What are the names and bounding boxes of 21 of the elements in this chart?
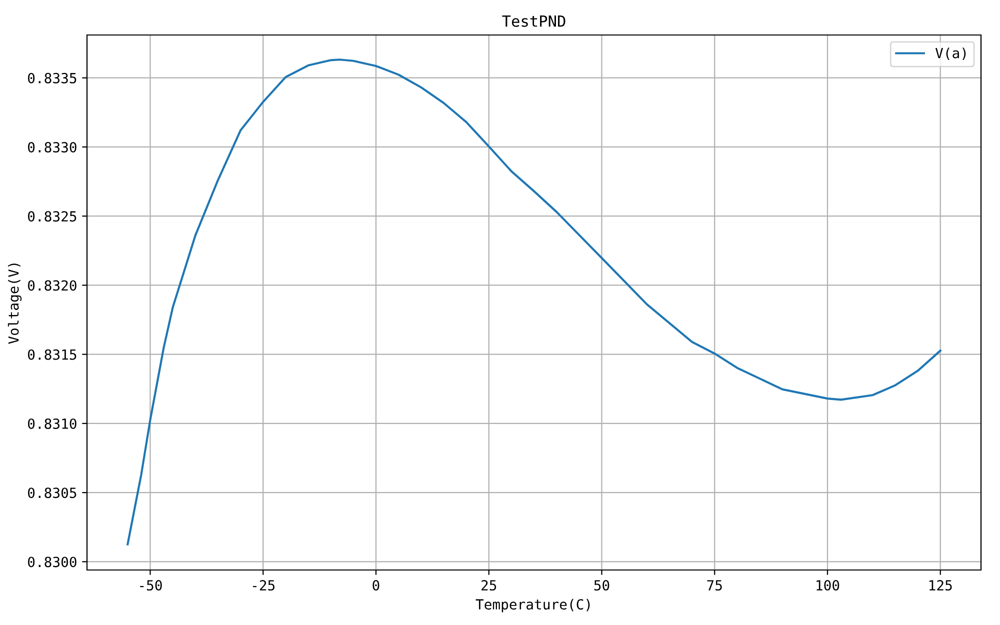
y-axis-title: Voltage(V) bbox=[8, 264, 22, 344]
x-tick-label: 0 bbox=[372, 580, 380, 591]
legend-label: V(a) bbox=[935, 48, 966, 60]
x-tick-label: -50 bbox=[140, 580, 162, 591]
x-tick-label: 125 bbox=[929, 580, 952, 591]
y-tick-label: 0.8330 bbox=[28, 142, 76, 152]
x-tick-label: 100 bbox=[816, 580, 840, 591]
x-tick-label: 75 bbox=[707, 580, 722, 591]
x-tick-label: -25 bbox=[252, 580, 275, 591]
y-tick-label: 0.8335 bbox=[28, 72, 76, 84]
line-series bbox=[126, 58, 942, 546]
x-axis-title: Temperature(C) bbox=[476, 598, 590, 612]
y-tick-label: 0.8300 bbox=[28, 556, 76, 568]
y-tick-label: 0.8305 bbox=[28, 488, 76, 498]
y-tick-label: 0.8315 bbox=[28, 349, 76, 360]
x-tick-label: 25 bbox=[482, 580, 496, 591]
chart-title: TestPND bbox=[502, 16, 566, 27]
y-tick-label: 0.8325 bbox=[28, 211, 76, 222]
x-tick-label: 50 bbox=[594, 580, 610, 591]
y-tick-label: 0.8310 bbox=[28, 418, 76, 429]
y-tick-label: 0.8320 bbox=[28, 280, 76, 291]
